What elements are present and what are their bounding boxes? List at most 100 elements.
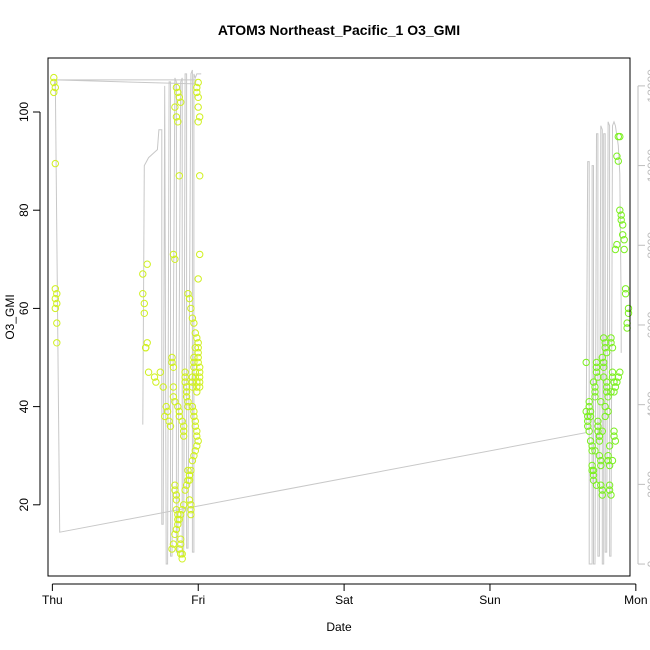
data-point [169,250,178,259]
data-point [585,398,593,406]
data-point [588,447,596,455]
data-point [611,245,620,254]
data-point [168,353,176,362]
data-point [617,211,625,219]
data-point [53,339,61,347]
data-point [182,388,191,396]
y-tick-label: 60 [17,301,31,315]
data-point [181,368,189,376]
data-point [196,250,204,259]
data-point [172,496,181,504]
data-point [169,540,178,548]
data-point [187,466,195,475]
data-point [184,466,192,475]
data-point [193,427,201,435]
data-point [191,368,200,376]
data-point [174,510,182,519]
data-point [184,290,192,298]
data-point [143,260,151,268]
data-point [193,88,201,97]
data-point [177,540,185,548]
data-point [605,486,614,494]
data-point [142,344,150,352]
data-point [169,363,178,371]
data-point [182,393,191,401]
data-point [196,172,204,180]
data-point [178,506,186,514]
data-point [171,486,179,494]
series-line-right-axis [53,79,622,565]
data-point [171,255,179,263]
data-point [584,422,592,430]
data-point [613,378,621,386]
data-point [592,363,601,371]
data-point [194,275,202,283]
data-point [604,456,612,465]
data-point [169,393,178,401]
plot-area [50,69,633,565]
data-point [182,481,191,489]
y-axis-label: O3_GMI [3,294,17,339]
data-point [194,78,202,87]
data-point [594,417,602,425]
data-point [597,461,605,470]
x-axis-label: Date [326,620,352,634]
data-point [171,530,179,538]
data-point [194,339,202,347]
data-point [619,221,627,229]
data-point [601,339,609,347]
data-point [194,353,202,362]
data-point [194,93,202,102]
axes: Thu Fri Sat Sun Mon 20 40 60 80 100 0 2000 4000 6000 8… [17,69,650,607]
data-point [624,304,633,313]
data-point [172,491,181,499]
data-point [620,245,628,254]
data-point [624,309,633,317]
y-tick-label: 100 [17,102,31,122]
data-point [194,348,202,357]
data-point [181,378,189,386]
data-point [163,407,172,416]
data-point [143,339,151,347]
data-point [600,358,608,367]
data-point [594,427,602,435]
x-tick-label: Thu [42,593,63,607]
x-tick-label: Mon [624,593,647,607]
data-point [191,329,200,337]
y2-tick-label: 0 [645,560,650,567]
x-tick-label: Sun [479,593,500,607]
data-point [585,427,593,435]
data-point [191,373,200,381]
x-tick-label: Sat [335,593,354,607]
data-point [193,432,201,440]
data-point [191,422,200,430]
data-point [51,285,59,293]
data-point [605,481,614,489]
data-point [592,368,601,376]
data-point [187,501,195,509]
data-point [177,98,185,106]
data-point [608,456,617,465]
data-point [171,481,179,489]
data-point [50,78,58,87]
data-point [603,388,611,396]
data-point [187,304,195,313]
data-point [190,358,198,367]
data-point [190,452,198,460]
data-point [172,506,181,514]
data-point [165,417,173,425]
data-point [614,157,622,165]
data-point [171,103,179,111]
data-point [611,437,620,445]
data-point [191,447,200,455]
data-point [174,520,182,529]
y2-tick-label: 8000 [645,232,650,259]
data-point [597,456,605,465]
data-point [175,93,184,102]
plot-frame [47,57,631,577]
data-point [585,402,593,411]
data-point [175,172,184,180]
data-point [607,339,615,347]
data-point [603,378,611,386]
